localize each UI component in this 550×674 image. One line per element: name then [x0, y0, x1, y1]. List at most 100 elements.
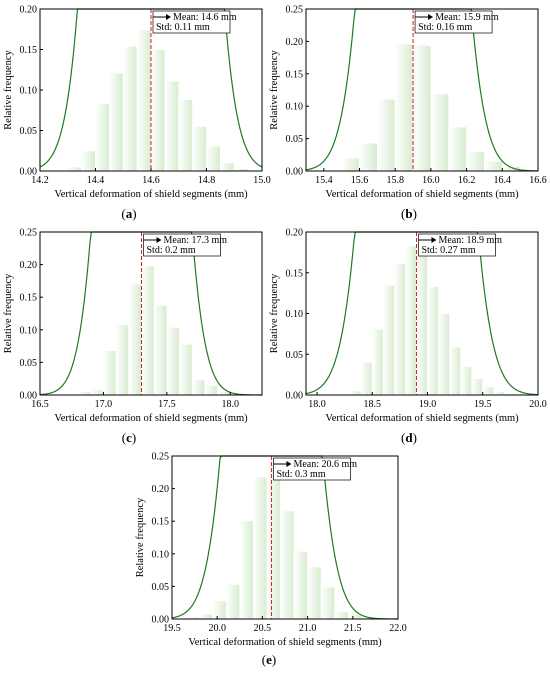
histogram-bar — [334, 611, 349, 620]
panel-label: (b) — [401, 206, 417, 221]
y-tick-label: 0.20 — [20, 5, 38, 16]
histogram-bar — [360, 361, 373, 396]
histogram-bar — [164, 80, 180, 172]
y-tick-label: 0.25 — [20, 228, 38, 239]
x-tick-label: 18.0 — [222, 399, 240, 410]
histogram-bar — [192, 126, 207, 172]
chart-panel-d: 18.0 18.5 19.0 19.5 20.0 0.00 0.05 0.10 0.15 0.20… — [269, 228, 547, 446]
mean-annotation: Mean: 17.3 mm — [163, 235, 227, 246]
histogram-bar — [128, 283, 142, 396]
histogram-bar — [225, 584, 241, 620]
x-axis-label: Vertical deformation of shield segments … — [54, 413, 248, 424]
x-tick-label: 15.4 — [315, 175, 333, 186]
histogram-bar — [393, 263, 406, 396]
histogram-bar — [206, 145, 221, 172]
y-tick-label: 0.00 — [286, 391, 304, 402]
y-tick-label: 0.00 — [20, 167, 38, 178]
x-tick-label: 20.5 — [254, 623, 272, 634]
axes-frame — [305, 8, 539, 172]
panel-label-letter: c — [126, 430, 132, 445]
panel-label-paren: ( — [122, 430, 126, 445]
histogram-bar — [430, 93, 450, 172]
y-axis-label: Relative frequency — [3, 273, 14, 353]
y-axis-label: Relative frequency — [3, 49, 14, 129]
panel-label-letter: e — [266, 652, 272, 667]
histogram-bar — [482, 386, 495, 396]
x-tick-label: 21.0 — [299, 623, 317, 634]
stats-arrow-head — [431, 237, 437, 243]
x-axis-label: Vertical deformation of shield segments … — [325, 189, 519, 200]
histogram-bar — [427, 286, 439, 396]
x-tick-label: 15.6 — [351, 175, 369, 186]
y-axis-label: Relative frequency — [269, 49, 280, 129]
mean-annotation: Mean: 14.6 mm — [173, 12, 237, 23]
y-tick-label: 0.10 — [152, 549, 170, 560]
y-tick-label: 0.10 — [20, 86, 38, 97]
histogram-bar — [359, 142, 378, 172]
histogram-bar — [438, 313, 451, 396]
chart-panel-e: 19.5 20.0 20.5 21.0 21.5 22.0 0.00 0.05 0.10 0.15… — [135, 452, 407, 668]
histogram-bar — [95, 103, 110, 172]
x-tick-label: 19.5 — [163, 623, 181, 634]
y-tick-label: 0.05 — [20, 126, 38, 137]
y-tick-label: 0.20 — [20, 260, 38, 271]
y-tick-label: 0.05 — [286, 350, 304, 361]
histogram-bar — [141, 265, 155, 396]
histogram-bar — [471, 378, 484, 396]
x-tick-label: 19.5 — [474, 399, 492, 410]
chart-panel-a: 14.2 14.4 14.6 14.8 15.0 0.00 0.05 0.10 0.15 0.20… — [3, 5, 271, 222]
histogram-bar — [266, 462, 281, 620]
x-tick-label: 14.4 — [87, 175, 105, 186]
std-annotation: Std: 0.3 mm — [276, 469, 325, 480]
y-tick-label: 0.20 — [286, 37, 304, 48]
y-tick-label: 0.15 — [152, 517, 170, 528]
chart-panel-c: 16.5 17.0 17.5 18.0 0.00 0.05 0.10 0.15 0.20 0.25… — [3, 228, 263, 445]
histogram-bar — [405, 245, 417, 396]
histogram-bar — [376, 98, 396, 172]
stats-box — [418, 233, 496, 257]
panel-label-paren: ) — [272, 652, 276, 667]
x-tick-label: 15.0 — [253, 175, 271, 186]
y-tick-label: 0.20 — [286, 228, 304, 239]
y-tick-label: 0.05 — [20, 358, 38, 369]
x-tick-label: 18.5 — [364, 399, 382, 410]
panel-label: (e) — [262, 652, 276, 667]
x-tick-label: 17.0 — [95, 399, 113, 410]
x-tick-label: 17.5 — [158, 399, 176, 410]
y-axis-label: Relative frequency — [269, 273, 280, 353]
histogram-bar — [204, 384, 219, 396]
histogram-bar — [198, 613, 214, 620]
histogram-bar — [150, 49, 166, 172]
chart-panel-b: 15.4 15.6 15.8 16.0 16.2 16.4 16.6 0.00 0.05 0.10… — [269, 5, 547, 222]
histogram-bar — [349, 390, 362, 396]
stats-arrow-head — [166, 14, 171, 20]
panel-label: (a) — [121, 206, 136, 221]
histogram-bar — [293, 550, 309, 620]
histogram-bar — [191, 379, 206, 396]
stats-arrow-head — [156, 237, 162, 243]
histogram-bar — [103, 350, 117, 396]
histogram-bar — [153, 304, 168, 396]
histogram-bar — [122, 45, 138, 172]
panel-label-paren: ( — [401, 206, 405, 221]
y-tick-label: 0.25 — [152, 452, 170, 463]
x-tick-label: 16.6 — [529, 175, 547, 186]
y-tick-label: 0.10 — [286, 309, 304, 320]
histogram-bar — [347, 614, 363, 620]
panel-label-paren: ( — [121, 206, 125, 221]
histogram-bar — [90, 389, 104, 396]
panel-label-letter: b — [405, 206, 412, 221]
y-tick-label: 0.20 — [152, 484, 170, 495]
y-tick-label: 0.00 — [152, 615, 170, 626]
axes-frame — [39, 231, 263, 396]
x-tick-label: 19.0 — [419, 399, 437, 410]
histogram-bar — [460, 366, 473, 396]
y-tick-label: 0.00 — [286, 167, 304, 178]
histogram-bar — [239, 520, 254, 620]
histogram-bar — [219, 162, 235, 172]
histogram-bar — [280, 510, 295, 620]
panel-label: (d) — [401, 430, 417, 445]
x-tick-label: 14.2 — [31, 175, 49, 186]
panel-label-letter: d — [405, 430, 413, 445]
